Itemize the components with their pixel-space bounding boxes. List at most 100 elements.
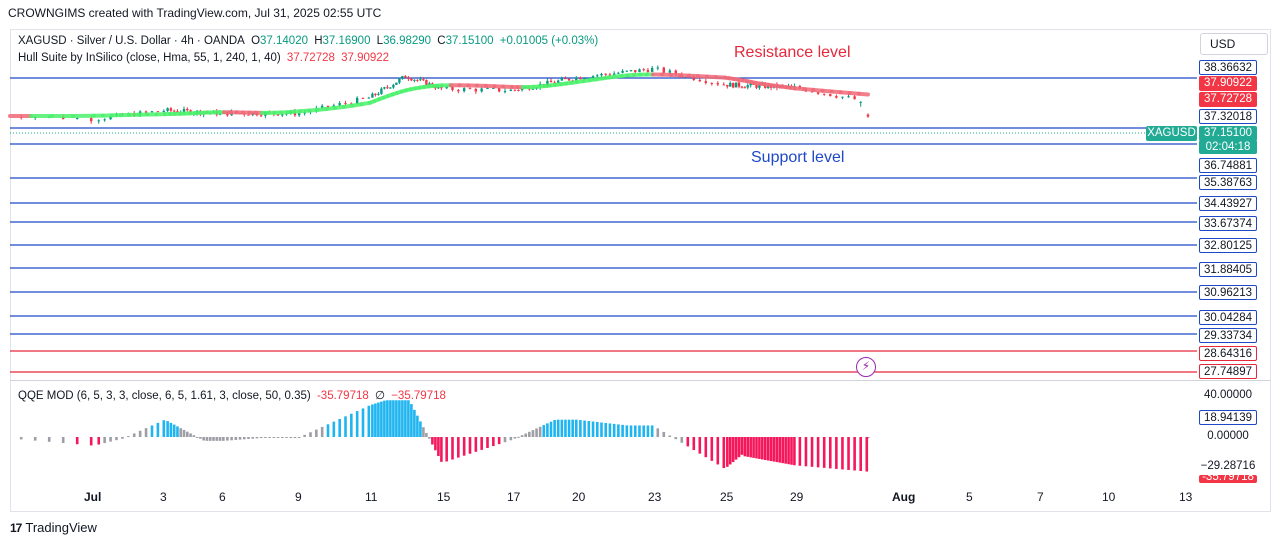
qqe-histogram-bar: [784, 437, 787, 464]
qqe-histogram-bar: [546, 423, 549, 437]
qqe-histogram-bar: [790, 437, 793, 465]
qqe-histogram-bar: [710, 437, 714, 461]
candle-body: [731, 82, 735, 88]
qqe-histogram-bar: [755, 437, 758, 459]
price-level-label: 36.74881: [1199, 158, 1257, 173]
qqe-histogram-bar: [367, 405, 371, 437]
candle-body: [662, 67, 665, 73]
qqe-histogram-bar: [234, 437, 238, 440]
qqe-histogram-bar: [542, 425, 546, 437]
qqe-histogram-bar: [816, 437, 820, 468]
change-value: +0.01005 (+0.03%): [499, 35, 599, 47]
qqe-histogram-bar: [531, 430, 535, 437]
qqe-histogram-bar: [656, 428, 660, 437]
candle-body: [410, 78, 413, 81]
qqe-histogram-bar: [389, 400, 392, 437]
date-tick-label: Jul: [84, 490, 102, 504]
qqe-histogram-bar: [377, 402, 380, 437]
hull-band-segment: [856, 91, 870, 97]
qqe-histogram-bar: [398, 400, 401, 437]
candle-body: [509, 89, 513, 92]
qqe-histogram-bar: [591, 421, 595, 437]
qqe-histogram-bar: [847, 437, 850, 470]
candle-body: [629, 70, 633, 72]
price-level-label: 30.96213: [1199, 285, 1257, 300]
pane-divider[interactable]: [10, 380, 1271, 381]
date-tick-label: 15: [437, 490, 451, 504]
candle-body: [457, 90, 460, 92]
qqe-histogram-bar: [416, 415, 419, 437]
candle-body: [656, 67, 659, 69]
date-tick-label: 13: [1179, 490, 1193, 504]
candle-body: [503, 91, 507, 93]
candle-body: [398, 78, 401, 83]
price-level-label: 37.32018: [1199, 109, 1257, 124]
qqe-histogram-bar: [75, 437, 79, 445]
candle-body: [182, 108, 186, 113]
qqe-histogram-bar: [763, 437, 767, 460]
qqe-histogram-bar: [746, 437, 750, 457]
qqe-histogram-bar: [731, 437, 735, 463]
candle-body: [553, 82, 556, 84]
qqe-histogram-bar: [303, 434, 306, 437]
candle-body: [847, 96, 850, 98]
support-annotation: Support level: [751, 149, 845, 166]
qqe-histogram-bar: [238, 437, 242, 440]
qqe-histogram-bar: [255, 437, 259, 439]
qqe-histogram-bar: [793, 437, 796, 466]
qqe-histogram-bar: [297, 437, 301, 438]
qqe-histogram-bar: [486, 437, 489, 448]
qqe-histogram-bar: [781, 437, 785, 464]
candle-body: [638, 69, 641, 73]
candle-body: [416, 79, 419, 81]
open-value: 37.14020: [260, 35, 308, 47]
qqe-histogram-bar: [208, 437, 212, 441]
qqe-histogram-bar: [480, 437, 483, 450]
qqe-histogram-bar: [264, 437, 267, 438]
qqe-histogram-bar: [276, 437, 280, 438]
qqe-histogram-bar: [169, 422, 173, 437]
qqe-histogram-bar: [716, 437, 720, 465]
qqe-histogram-bar: [828, 437, 832, 469]
qqe-indicator-name: QQE MOD (6, 5, 3, 3, close, 6, 5, 1.61, …: [18, 390, 311, 402]
lightning-icon[interactable]: ⚡: [856, 357, 876, 377]
close-label: C: [437, 35, 446, 47]
qqe-histogram-bar: [462, 437, 466, 456]
qqe-histogram-bar: [185, 431, 189, 437]
qqe-histogram-bar: [468, 437, 472, 454]
hull-legend[interactable]: Hull Suite by InSilico (close, Hma, 55, …: [18, 52, 392, 64]
date-tick-label: 11: [365, 490, 378, 504]
qqe-histogram-bar: [621, 424, 624, 437]
low-value: 36.98290: [383, 35, 432, 47]
main-legend[interactable]: XAGUSD · Silver / U.S. Dollar · 4h · OAN…: [18, 35, 601, 47]
qqe-histogram-bar: [704, 437, 708, 458]
candle-body: [841, 96, 844, 98]
date-tick-label: Aug: [892, 490, 916, 504]
qqe-histogram-bar: [215, 437, 219, 441]
qqe-histogram-bar: [176, 426, 179, 437]
qqe-histogram-bar: [144, 428, 148, 437]
qqe-histogram-bar: [728, 437, 732, 465]
candle-body: [716, 83, 719, 85]
qqe-histogram-bar: [629, 425, 633, 437]
qqe-histogram-bar: [332, 421, 336, 437]
price-level-label: 28.64316: [1199, 346, 1257, 361]
symbol-price-tag: XAGUSD: [1146, 126, 1197, 141]
currency-button[interactable]: USD: [1200, 33, 1268, 55]
candle-body: [326, 105, 330, 108]
candle-body: [383, 87, 386, 89]
candle-body: [404, 76, 407, 78]
qqe-histogram-bar: [680, 437, 684, 443]
qqe-legend[interactable]: QQE MOD (6, 5, 3, 3, close, 6, 5, 1.61, …: [18, 388, 449, 402]
candle-body: [497, 87, 501, 92]
candle-body: [560, 78, 564, 81]
candle-body: [668, 70, 671, 73]
qqe-histogram-bar: [513, 437, 517, 439]
qqe-histogram-bar: [743, 437, 747, 457]
footer-brand: 17 TradingView: [10, 520, 97, 535]
date-tick-label: 10: [1102, 490, 1116, 504]
qqe-histogram-bar: [121, 437, 124, 439]
qqe-histogram-bar: [583, 420, 586, 437]
qqe-histogram-bar: [33, 437, 37, 441]
